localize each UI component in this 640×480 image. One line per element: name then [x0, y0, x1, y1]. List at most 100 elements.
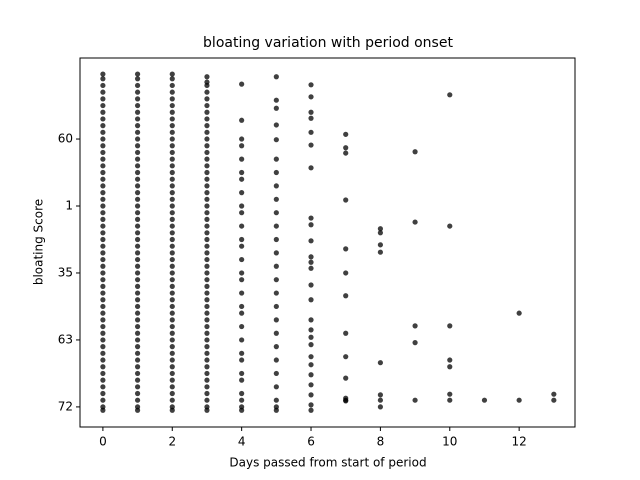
- data-point: [100, 404, 106, 410]
- data-point: [134, 397, 141, 403]
- data-point: [169, 344, 175, 350]
- data-point: [273, 169, 279, 176]
- data-point: [204, 290, 210, 296]
- data-point: [273, 330, 279, 336]
- data-point: [169, 156, 175, 162]
- data-point: [204, 357, 210, 363]
- x-tick-label: 10: [442, 435, 457, 449]
- data-point: [134, 223, 141, 229]
- data-point: [239, 210, 245, 216]
- data-point: [100, 216, 106, 222]
- data-point: [204, 74, 210, 80]
- data-point: [169, 357, 175, 363]
- data-point: [134, 243, 141, 249]
- data-point: [134, 230, 141, 236]
- data-point: [100, 290, 106, 296]
- data-point: [100, 397, 106, 403]
- data-point: [343, 131, 349, 137]
- data-point: [169, 337, 175, 343]
- data-point: [100, 210, 106, 216]
- data-point: [100, 82, 106, 89]
- data-point: [134, 136, 141, 142]
- data-point: [100, 76, 106, 82]
- data-point: [169, 384, 175, 390]
- data-point: [134, 216, 141, 222]
- data-point: [100, 176, 106, 182]
- data-point: [134, 71, 141, 77]
- data-point: [204, 236, 210, 243]
- data-point: [100, 149, 106, 156]
- data-point: [343, 197, 349, 203]
- data-point: [308, 82, 314, 88]
- data-point: [447, 92, 453, 98]
- data-point: [204, 143, 210, 149]
- data-point: [447, 391, 453, 397]
- data-point: [239, 277, 245, 283]
- data-point: [204, 283, 210, 289]
- data-point: [308, 215, 314, 221]
- data-point: [100, 196, 106, 202]
- data-point: [239, 303, 245, 310]
- plot-area: [100, 71, 557, 413]
- data-point: [377, 404, 383, 410]
- data-point: [100, 310, 106, 316]
- data-point: [204, 256, 210, 263]
- data-point: [273, 263, 279, 269]
- data-point: [100, 303, 106, 310]
- data-point: [134, 196, 141, 202]
- data-point: [273, 210, 279, 216]
- data-point: [134, 89, 141, 95]
- data-point: [204, 330, 210, 336]
- data-point: [100, 350, 106, 356]
- data-point: [204, 323, 210, 330]
- data-point: [169, 277, 175, 283]
- data-point: [273, 196, 279, 202]
- data-point: [134, 203, 141, 209]
- data-point: [343, 270, 349, 276]
- data-point: [239, 270, 245, 276]
- data-point: [308, 259, 314, 265]
- data-point: [204, 230, 210, 236]
- data-point: [100, 102, 106, 109]
- data-point: [204, 277, 210, 283]
- data-point: [169, 236, 175, 243]
- data-point: [169, 149, 175, 156]
- data-point: [169, 263, 175, 269]
- data-point: [169, 350, 175, 356]
- data-point: [308, 402, 314, 408]
- data-point: [239, 337, 245, 343]
- data-point: [308, 354, 314, 360]
- data-point: [100, 71, 106, 77]
- data-point: [169, 397, 175, 403]
- data-point: [204, 129, 210, 135]
- data-point: [169, 303, 175, 310]
- data-point: [100, 297, 106, 303]
- data-point: [204, 344, 210, 350]
- data-point: [169, 102, 175, 109]
- data-point: [377, 242, 383, 248]
- data-point: [100, 263, 106, 269]
- data-point: [100, 190, 106, 196]
- data-point: [169, 243, 175, 249]
- data-point: [204, 364, 210, 370]
- data-point: [204, 89, 210, 95]
- data-point: [204, 370, 210, 377]
- data-point: [343, 354, 349, 360]
- data-point: [169, 163, 175, 169]
- data-point: [169, 256, 175, 263]
- data-point: [343, 150, 349, 156]
- data-point: [100, 256, 106, 263]
- data-point: [169, 310, 175, 316]
- data-point: [412, 219, 418, 225]
- data-point: [308, 129, 314, 135]
- data-point: [169, 203, 175, 209]
- data-point: [308, 94, 314, 100]
- data-point: [273, 137, 279, 143]
- data-point: [239, 117, 245, 123]
- data-point: [204, 203, 210, 209]
- data-point: [447, 397, 453, 403]
- data-point: [273, 236, 279, 243]
- data-point: [169, 270, 175, 276]
- data-point: [343, 246, 349, 252]
